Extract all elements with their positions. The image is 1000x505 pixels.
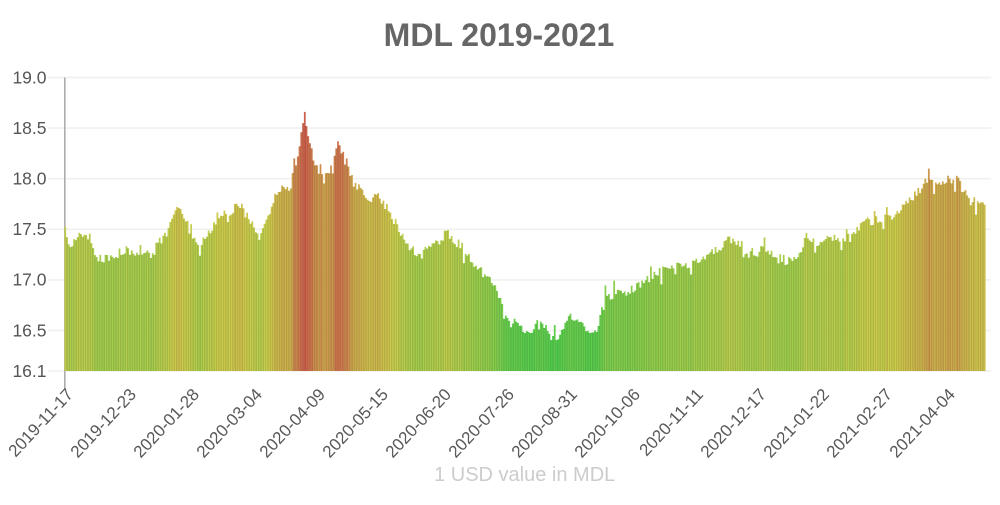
svg-text:17.0: 17.0 bbox=[12, 270, 46, 290]
svg-text:MDL 2019-2021: MDL 2019-2021 bbox=[384, 17, 615, 53]
svg-text:16.1: 16.1 bbox=[12, 361, 46, 381]
svg-text:1 USD value in MDL: 1 USD value in MDL bbox=[434, 464, 615, 486]
svg-text:16.5: 16.5 bbox=[12, 320, 46, 340]
svg-text:18.5: 18.5 bbox=[12, 118, 46, 138]
svg-text:18.0: 18.0 bbox=[12, 169, 46, 189]
svg-text:19.0: 19.0 bbox=[12, 67, 46, 87]
svg-text:17.5: 17.5 bbox=[12, 219, 46, 239]
